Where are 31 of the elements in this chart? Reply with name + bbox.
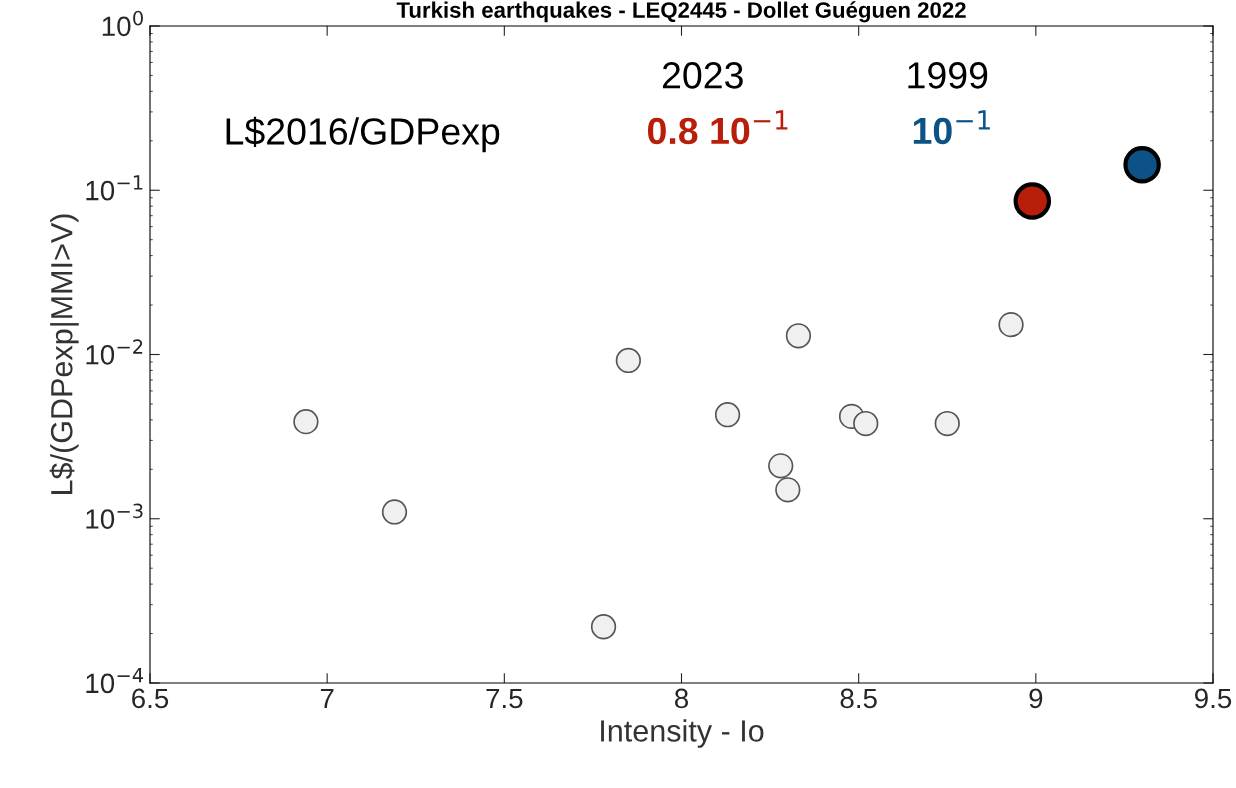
point xyxy=(768,453,794,479)
point xyxy=(714,402,741,428)
point xyxy=(853,410,879,437)
point xyxy=(934,410,960,437)
y-axis-title: L$/(GDPexp|MMI>V) xyxy=(49,214,79,494)
x-tick-label: 8 xyxy=(674,688,689,709)
annotation: 1999 xyxy=(908,62,988,89)
y-tick-label: 10$^{−2}$ xyxy=(86,339,143,365)
x-tick-label: 9.5 xyxy=(1195,688,1232,709)
x-tick-label: 7 xyxy=(320,688,334,708)
point xyxy=(775,477,801,503)
point xyxy=(785,323,812,349)
point xyxy=(1123,145,1161,184)
y-tick-label: 10$^{−1}$ xyxy=(86,175,143,201)
y-tick-label: 10$^{0}$ xyxy=(102,10,143,37)
y-tick-label: 10$^{−3}$ xyxy=(86,503,143,529)
annotation: 0.8 10$^{−1}$ xyxy=(648,110,788,145)
point xyxy=(998,311,1024,338)
point xyxy=(615,347,641,374)
annotation: L$2016/GDPexp xyxy=(226,116,500,153)
annotation: 2023 xyxy=(662,62,743,89)
x-axis-title: Intensity - Io xyxy=(601,719,764,748)
x-tick-label: 7.5 xyxy=(486,688,523,709)
annotation: 10$^{−1}$ xyxy=(913,110,990,145)
point xyxy=(381,499,408,525)
x-tick-label: 9 xyxy=(1029,688,1043,709)
chart-title: Turkish earthquakes - LEQ2445 - Dollet Guéguen 2022 xyxy=(396,1,966,23)
x-tick-label: 8.5 xyxy=(840,688,877,709)
point xyxy=(1013,182,1052,220)
point xyxy=(293,409,319,435)
point xyxy=(590,614,617,640)
